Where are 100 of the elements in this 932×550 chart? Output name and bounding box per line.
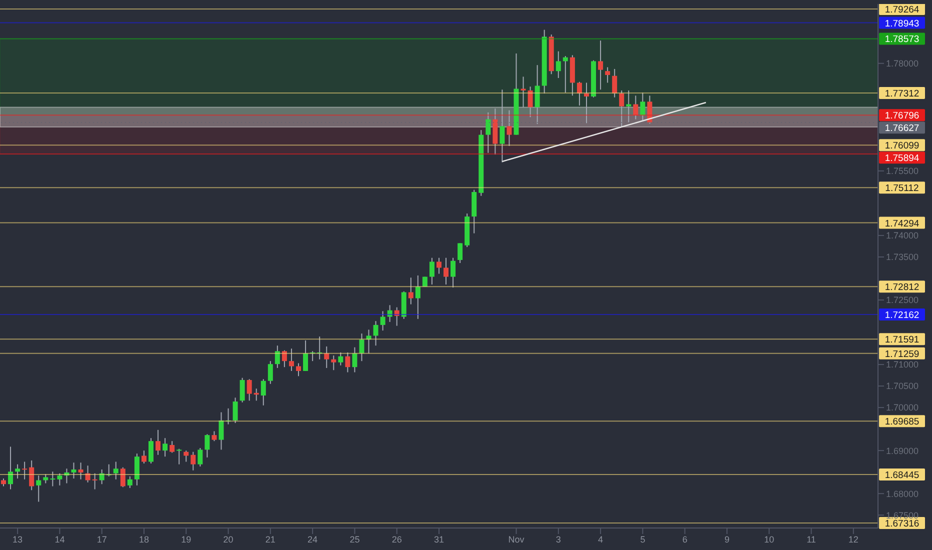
y-tick-label: 1.73500 — [886, 252, 919, 262]
candlestick — [57, 472, 62, 486]
candlestick — [612, 68, 618, 98]
candlestick — [576, 81, 582, 106]
ref-line-label: 1.78943 — [884, 18, 920, 30]
x-tick-label: 31 — [434, 534, 444, 544]
candlestick — [408, 277, 414, 305]
ref-line-label: 1.71591 — [884, 334, 920, 346]
candlestick — [598, 40, 604, 90]
y-tick-label: 1.69000 — [886, 446, 919, 456]
candlestick — [338, 352, 344, 366]
x-tick-label: 11 — [806, 534, 816, 544]
candlestick — [352, 346, 358, 373]
candlestick — [647, 95, 652, 124]
x-tick-label: 12 — [848, 534, 858, 544]
candlestick — [43, 474, 48, 484]
ref-line-label: 1.74294 — [884, 218, 920, 230]
x-tick-label: 14 — [54, 534, 65, 544]
candlestick — [50, 471, 56, 487]
candlestick — [296, 362, 302, 377]
x-tick-label: 5 — [640, 534, 646, 544]
ref-line-label: 1.76796 — [884, 110, 920, 122]
x-tick-label: 20 — [223, 534, 234, 544]
candlestick — [198, 447, 203, 467]
candlestick — [106, 464, 112, 477]
candlestick — [331, 354, 336, 371]
ref-line-label: 1.72162 — [884, 310, 920, 322]
y-tick-label: 1.70500 — [886, 381, 919, 392]
candlestick — [162, 438, 168, 458]
candlestick — [387, 304, 392, 322]
candlestick — [120, 466, 126, 488]
candlestick — [134, 453, 140, 486]
candlestick — [500, 89, 505, 163]
candlestick — [373, 320, 378, 346]
y-tick-label: 1.75500 — [886, 166, 919, 176]
candlestick — [268, 360, 273, 384]
candlestick — [366, 329, 372, 354]
ref-line-label: 1.75894 — [884, 153, 920, 164]
candlestick — [288, 348, 294, 372]
ref-line-label: 1.72812 — [884, 282, 920, 294]
candlestick — [317, 336, 322, 360]
candlestick — [310, 350, 316, 362]
candlestick — [415, 274, 420, 320]
ref-line-label: 1.76627 — [884, 123, 920, 134]
x-tick-label: 6 — [682, 534, 688, 544]
candlestick — [190, 451, 196, 471]
candlestick — [78, 462, 84, 480]
x-tick-label: 13 — [12, 534, 23, 544]
candlestick — [71, 462, 76, 480]
candlestick — [324, 346, 330, 368]
ref-line-label: 1.75112 — [885, 183, 919, 194]
candlestick — [212, 430, 217, 442]
candlestick — [36, 475, 42, 502]
ref-line-label: 1.71259 — [884, 348, 920, 360]
candlestick — [626, 90, 632, 123]
candlestick — [605, 66, 610, 84]
candlestick — [204, 434, 210, 458]
candlestick — [148, 438, 154, 464]
candlestick — [640, 92, 646, 121]
candlestick — [619, 90, 624, 128]
candlestick — [29, 460, 34, 491]
y-tick-label: 1.68000 — [886, 488, 919, 499]
candlestick — [232, 397, 238, 424]
candlestick — [528, 86, 533, 118]
x-tick-label: Nov — [508, 534, 525, 544]
ref-line-label: 1.68445 — [884, 470, 920, 481]
candlestick — [556, 50, 561, 78]
candlestick — [506, 110, 512, 146]
candlestick — [436, 257, 442, 274]
candlestick — [380, 310, 386, 332]
x-tick-label: 10 — [764, 534, 774, 544]
ref-line-label: 1.69685 — [884, 416, 920, 428]
x-tick-label: 17 — [96, 534, 107, 544]
candlestick — [176, 448, 182, 465]
candlestick — [22, 461, 28, 480]
candlestick — [345, 352, 350, 373]
y-tick-label: 1.74000 — [886, 230, 919, 241]
candlestick — [8, 446, 14, 490]
candlestick — [113, 461, 118, 480]
candlestick — [282, 350, 287, 368]
x-tick-label: 19 — [181, 534, 192, 544]
candlestick — [444, 257, 449, 285]
candlestick — [218, 412, 224, 450]
y-tick-label: 1.70000 — [886, 402, 919, 413]
candlestick — [127, 476, 132, 488]
ref-line-label: 1.67316 — [884, 518, 920, 530]
candlestick — [260, 378, 266, 406]
candlestick — [303, 340, 308, 372]
candlestick — [562, 56, 568, 94]
y-tick-label: 1.78000 — [886, 58, 919, 69]
x-tick-label: 26 — [392, 534, 402, 544]
candlestick — [486, 112, 491, 154]
y-tick-label: 1.71000 — [886, 360, 919, 370]
candlestick — [534, 64, 540, 125]
candlestick — [64, 468, 70, 484]
candlestick — [359, 333, 364, 362]
candlestick — [274, 345, 280, 368]
candlestick — [458, 242, 463, 264]
x-tick-label: 3 — [556, 534, 561, 544]
candlestick — [240, 377, 245, 403]
